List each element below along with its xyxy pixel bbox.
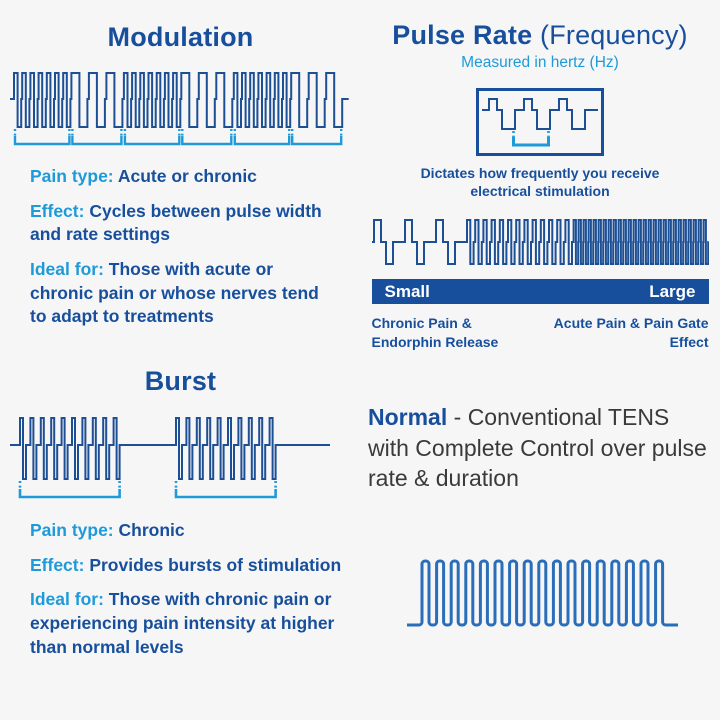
normal-waveform <box>406 559 678 627</box>
pulse-rate-title-regular: (Frequency) <box>540 20 688 50</box>
pulse-rate-title-bold: Pulse Rate <box>392 20 533 50</box>
pain-type-label: Pain type: <box>30 166 114 186</box>
ideal-for-value: Those with acute or chronic pain or whos… <box>30 258 319 327</box>
pulse-period-waveform <box>482 98 598 147</box>
ideal-for-label: Ideal for: <box>30 589 104 610</box>
large-frequency-effect: Acute Pain & Pain Gate Effect <box>553 315 709 350</box>
burst-title: Burst <box>144 366 217 396</box>
pulse-rate-subtitle: Measured in hertz (Hz) <box>461 54 619 71</box>
modulation-section: Modulation Pain type: Acute or chronic E… <box>8 22 353 340</box>
frequency-sweep-waveform <box>371 219 709 266</box>
pain-type-value: Chronic <box>118 520 185 540</box>
normal-title: Normal <box>368 404 448 430</box>
pain-type-label: Pain type: <box>30 520 114 540</box>
normal-section: Normal - Conventional TENS with Complete… <box>368 402 716 634</box>
pulse-rate-title: Pulse Rate (Frequency) <box>365 20 715 51</box>
burst-effect: Effect: Provides bursts of stimulation <box>30 554 345 578</box>
modulation-ideal-for: Ideal for: Those with acute or chronic p… <box>30 258 330 329</box>
small-frequency-effect: Chronic Pain & Endorphin Release <box>371 315 499 350</box>
burst-details: Pain type: Chronic Effect: Provides burs… <box>30 519 345 659</box>
scale-small-label: Small <box>384 281 430 301</box>
pain-type-value: Acute or chronic <box>117 166 257 186</box>
effect-label: Effect: <box>30 200 85 221</box>
normal-description-text: - Conventional TENS with Complete Contro… <box>368 404 707 492</box>
pulse-rate-section: Pulse Rate (Frequency) Measured in hertz… <box>365 20 715 351</box>
modulation-effect: Effect: Cycles between pulse width and r… <box>30 200 330 247</box>
modulation-pain-type: Pain type: Acute or chronic <box>30 165 330 189</box>
modulation-title: Modulation <box>107 22 254 52</box>
small-large-bar: Small Large <box>371 279 709 305</box>
burst-section: Burst Pain type: Chronic Effect: Provide… <box>8 366 353 670</box>
modulation-details: Pain type: Acute or chronic Effect: Cycl… <box>30 165 330 329</box>
ideal-for-value: Those with chronic pain or experiencing … <box>30 589 335 657</box>
pulse-rate-caption: Dictates how frequently you receive elec… <box>420 165 660 200</box>
effect-label: Effect: <box>30 554 85 575</box>
ideal-for-label: Ideal for: <box>30 258 104 279</box>
normal-description: Normal - Conventional TENS with Complete… <box>368 402 716 494</box>
scale-large-label: Large <box>649 281 696 301</box>
scale-effect-labels: Chronic Pain & Endorphin Release Acute P… <box>372 314 709 350</box>
effect-value: Cycles between pulse width and rate sett… <box>30 200 322 245</box>
pulse-period-box <box>476 88 604 156</box>
burst-ideal-for: Ideal for: Those with chronic pain or ex… <box>30 588 345 659</box>
modulation-waveform <box>10 72 349 146</box>
pulse-rate-scale: Small Large Chronic Pain & Endorphin Rel… <box>371 212 709 350</box>
burst-pain-type: Pain type: Chronic <box>30 519 345 543</box>
burst-waveform <box>10 417 330 499</box>
effect-value: Provides bursts of stimulation <box>89 554 342 575</box>
